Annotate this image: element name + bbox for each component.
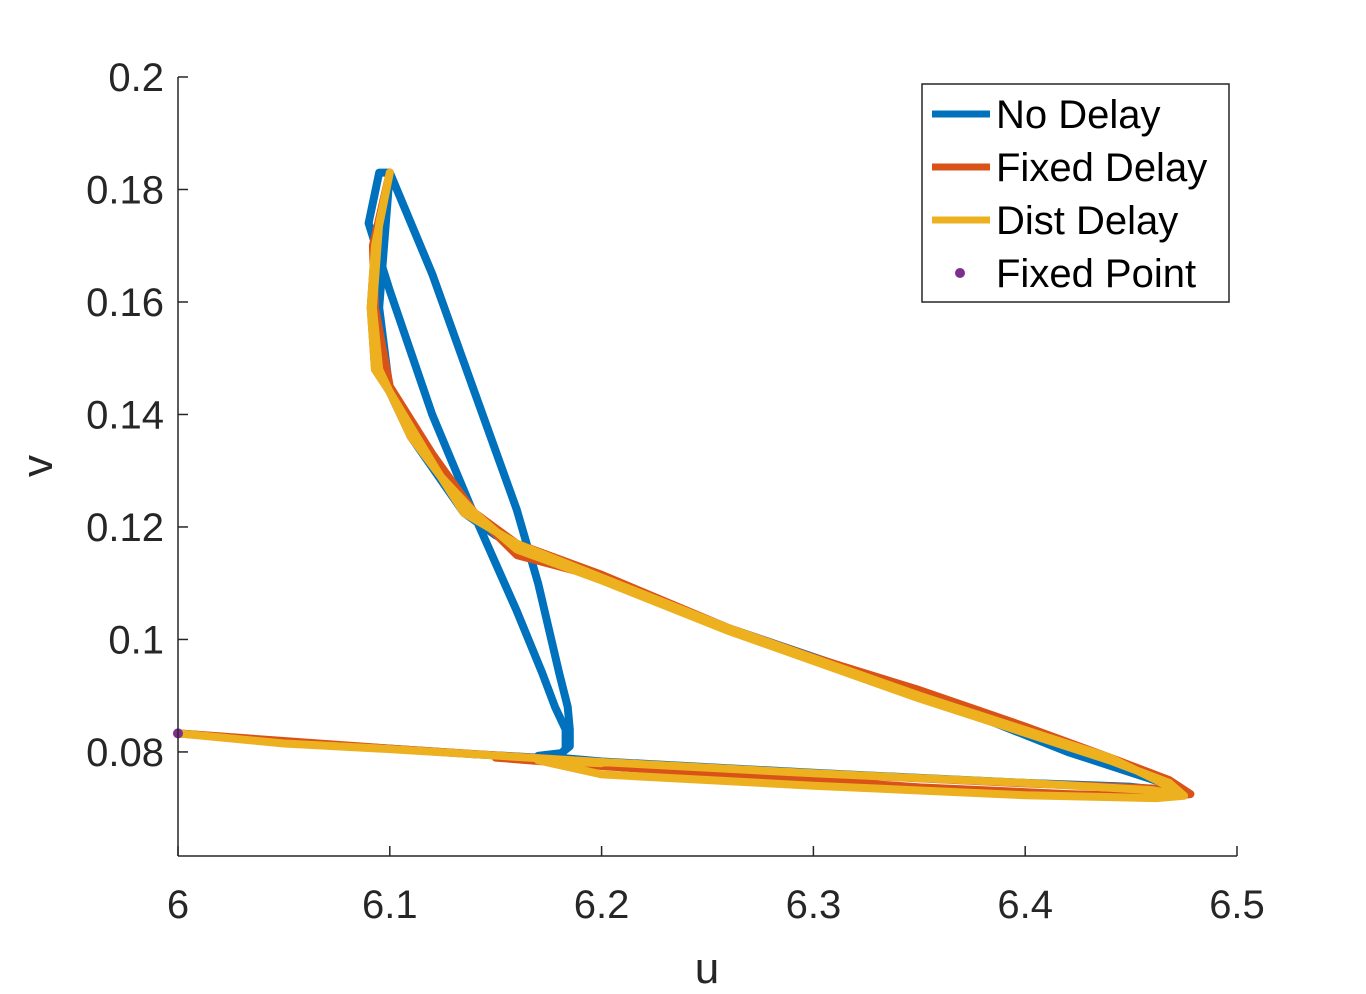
legend-label-no-delay: No Delay [996,93,1161,137]
legend-label-fixed-delay: Fixed Delay [996,146,1207,190]
legend-label-fixed-point: Fixed Point [996,252,1196,296]
x-tick-label: 6.5 [1209,883,1265,927]
y-tick-label: 0.16 [86,281,164,325]
x-tick-label: 6.2 [574,883,630,927]
x-tick-label: 6.4 [997,883,1053,927]
legend-box [921,83,1230,303]
series-lines [173,168,1195,803]
y-tick-label: 0.08 [86,731,164,775]
y-tick-label: 0.14 [86,393,164,437]
y-tick-label: 0.2 [108,56,164,100]
y-axis-label: v [13,455,62,477]
axes [177,77,1237,857]
legend[interactable]: No Delay Fixed Delay Dist Delay Fixed Po… [921,83,1230,303]
x-axis-label: u [695,944,719,993]
x-tick-label: 6.1 [362,883,418,927]
legend-swatch-fixed-point [955,268,965,278]
y-tick-label: 0.12 [86,506,164,550]
y-tick-label: 0.18 [86,168,164,212]
legend-label-dist-delay: Dist Delay [996,199,1178,243]
x-tick-label: 6 [167,883,189,927]
series-line-dist-delay [174,168,1188,803]
ticks: 6 6.1 6.2 6.3 6.4 6.5 0.08 0.1 0.12 0.14 0.16 0.18 0… [86,56,1265,927]
y-tick-label: 0.1 [108,618,164,662]
x-tick-label: 6.3 [786,883,842,927]
